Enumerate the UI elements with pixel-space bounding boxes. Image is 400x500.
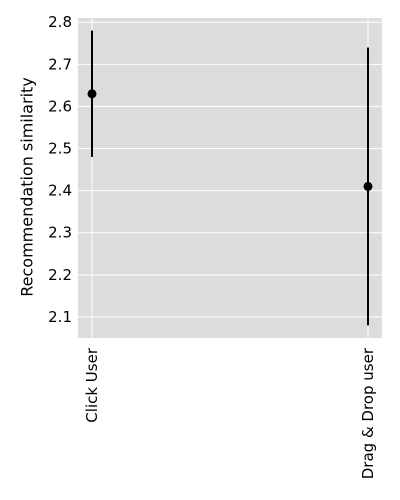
x-tick-labels: Click User Drag & Drop user	[83, 347, 377, 479]
y-tick-label: 2.5	[48, 140, 72, 158]
y-tick-label: 2.7	[48, 55, 72, 73]
data-point	[87, 89, 97, 99]
y-tick-label: 2.2	[48, 266, 72, 284]
data-point	[363, 181, 373, 191]
data-marks	[87, 30, 373, 326]
y-tick-labels: 2.1 2.2 2.3 2.4 2.5 2.6 2.7 2.8	[48, 13, 72, 326]
plot-background	[78, 18, 382, 338]
y-tick-label: 2.1	[48, 308, 72, 326]
y-axis-label: Recommendation similarity	[18, 77, 37, 297]
x-tick-label: Click User	[83, 347, 101, 423]
y-tick-label: 2.3	[48, 224, 72, 242]
x-tick-label: Drag & Drop user	[359, 347, 377, 479]
y-tick-label: 2.8	[48, 13, 72, 31]
y-tick-label: 2.6	[48, 97, 72, 115]
y-tick-label: 2.4	[48, 182, 72, 200]
